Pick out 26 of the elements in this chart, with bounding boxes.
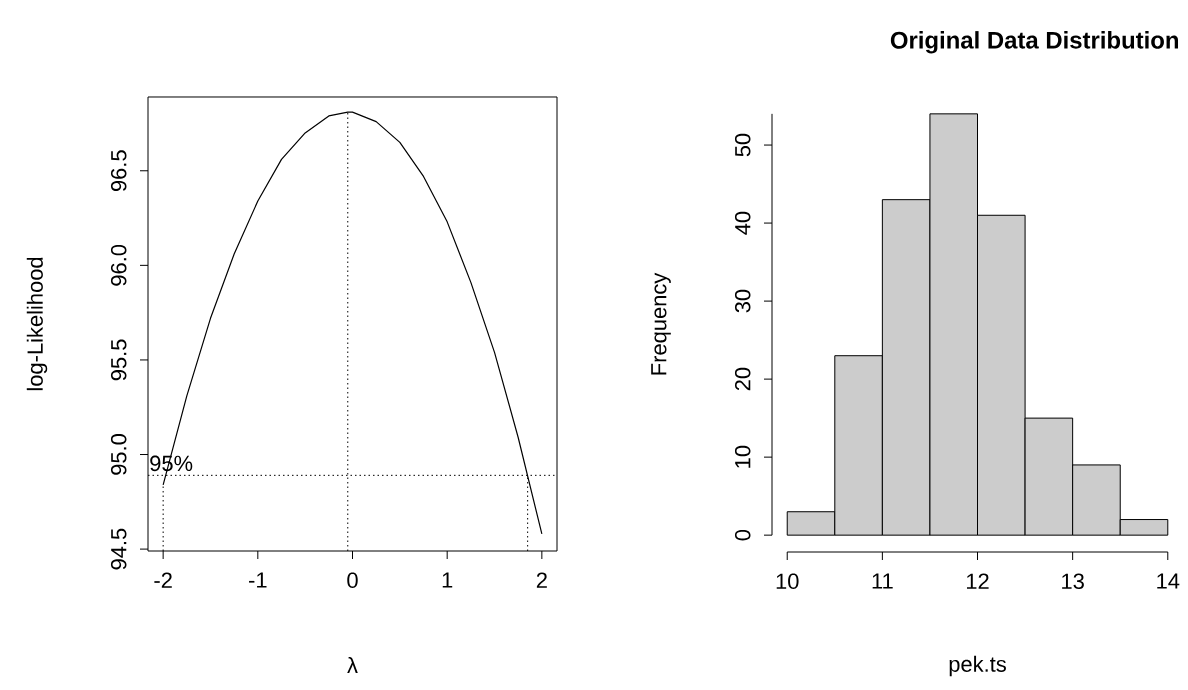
x-tick-label: -2 — [154, 572, 172, 588]
y-tick-label: 20 — [734, 367, 751, 391]
y-tick-label: 10 — [734, 445, 751, 468]
y-tick-label: 95.0 — [110, 434, 127, 475]
x-tick-label: 1 — [442, 572, 453, 588]
y-tick-label: 50 — [734, 133, 751, 157]
x-axis-title: pek.ts — [949, 655, 1006, 677]
x-tick-label: 12 — [966, 573, 989, 589]
x-axis-title: λ — [347, 657, 358, 673]
y-tick-label: 40 — [734, 211, 751, 235]
x-tick-label: 11 — [872, 573, 893, 589]
y-tick-label: 94.5 — [110, 528, 127, 570]
x-tick-label: 2 — [536, 572, 547, 588]
chart-title: Original Data Distribution — [890, 31, 1179, 54]
x-tick-label: 13 — [1062, 573, 1084, 590]
y-axis-title: log-Likelihood — [26, 257, 48, 391]
y-tick-label: 30 — [734, 289, 751, 313]
x-tick-label: 14 — [1157, 573, 1180, 589]
y-axis-title: Frequency — [651, 272, 671, 375]
y-tick-label: 95.5 — [110, 339, 127, 381]
y-tick-label: 96.5 — [110, 150, 127, 192]
y-tick-label: 0 — [734, 529, 751, 541]
y-tick-label: 96.0 — [110, 244, 127, 286]
x-tick-label: -1 — [249, 572, 267, 588]
x-tick-label: 10 — [776, 573, 799, 590]
x-tick-label: 0 — [347, 572, 358, 589]
